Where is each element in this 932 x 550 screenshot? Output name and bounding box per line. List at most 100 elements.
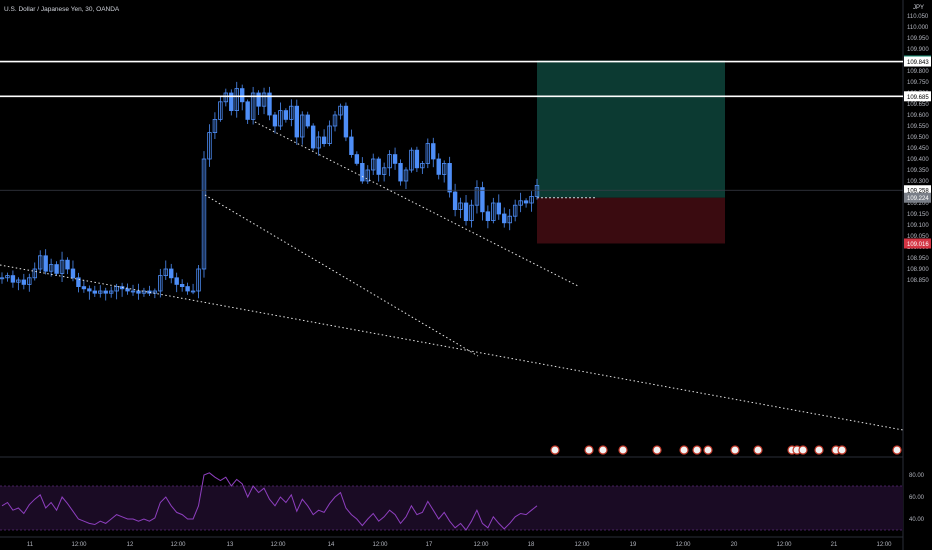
candle: [76, 272, 81, 293]
candle-body: [5, 275, 10, 279]
candle-body: [212, 119, 218, 134]
economic-event-icon[interactable]: [584, 445, 594, 455]
stop-zone[interactable]: [537, 197, 725, 244]
target-zone[interactable]: [537, 60, 725, 198]
candle-body: [174, 277, 179, 285]
candle: [59, 251, 65, 283]
candle: [403, 167, 409, 190]
candle-body: [327, 125, 332, 145]
candle: [360, 157, 365, 184]
candle: [218, 95, 223, 122]
price-label-text: 109.843: [907, 60, 929, 66]
economic-event-icon[interactable]: [730, 445, 740, 455]
trend-line[interactable]: [204, 194, 479, 357]
candle-body: [469, 204, 474, 221]
candle-body: [21, 279, 27, 285]
candle: [92, 285, 98, 297]
candle-body: [245, 101, 250, 120]
symbol-title: U.S. Dollar / Japanese Yen, 30, OANDA: [4, 6, 120, 13]
candle: [425, 138, 431, 169]
candle: [414, 146, 420, 173]
candle: [305, 111, 310, 129]
candle-body: [87, 288, 92, 292]
candle-body: [48, 264, 54, 272]
candle: [398, 159, 403, 186]
candle: [256, 90, 261, 115]
currency-label: JPY: [913, 5, 925, 11]
candle: [114, 283, 119, 300]
candle: [387, 150, 392, 177]
candle-body: [218, 101, 223, 120]
candle: [441, 160, 447, 183]
candle: [54, 261, 59, 276]
candle-body: [43, 255, 48, 272]
economic-event-icon[interactable]: [703, 445, 713, 455]
time-tick-label: 12:00: [71, 542, 87, 548]
candle-body: [240, 88, 245, 103]
candle: [108, 286, 114, 298]
candle-body: [452, 191, 458, 211]
candle-body: [223, 92, 229, 103]
price-tick-label: 108.950: [907, 256, 929, 262]
price-label-current: 109.258: [904, 185, 931, 196]
economic-event-icon[interactable]: [892, 445, 902, 455]
price-label-text: 109.016: [907, 242, 929, 248]
candle: [354, 151, 360, 166]
candle: [381, 162, 387, 182]
candle: [158, 268, 163, 298]
price-label-text: 109.258: [907, 189, 929, 195]
economic-event-icon[interactable]: [814, 445, 824, 455]
candle: [343, 102, 349, 142]
candle: [420, 161, 425, 174]
price-label-level: 109.843: [904, 56, 931, 67]
candle-body: [502, 213, 507, 224]
economic-event-icon[interactable]: [679, 445, 689, 455]
candle-body: [496, 202, 501, 215]
candle: [502, 207, 507, 228]
candle-body: [38, 255, 43, 270]
candle: [534, 178, 540, 200]
candle-body: [32, 268, 37, 279]
price-tick-label: 110.000: [907, 25, 929, 31]
candle-body: [463, 202, 469, 222]
candle-body: [283, 110, 289, 120]
candle: [365, 165, 370, 184]
candle-body: [98, 290, 103, 294]
price-tick-label: 109.300: [907, 179, 929, 185]
candle: [278, 102, 283, 130]
time-tick-label: 12:00: [372, 542, 388, 548]
price-tick-label: 109.550: [907, 124, 929, 130]
time-tick-label: 21: [831, 542, 838, 548]
economic-event-icon[interactable]: [598, 445, 608, 455]
candle: [480, 181, 485, 221]
time-tick-label: 18: [528, 542, 535, 548]
economic-event-icon[interactable]: [837, 445, 847, 455]
price-label-level: 109.685: [904, 91, 931, 102]
candle-body: [436, 158, 441, 175]
time-tick-label: 12:00: [876, 542, 892, 548]
price-label-entry: 109.224: [904, 192, 931, 203]
candle: [327, 120, 332, 147]
candle: [21, 273, 27, 290]
trend-line[interactable]: [0, 264, 904, 431]
candle: [185, 282, 190, 295]
candle-body: [229, 92, 234, 112]
candle-body: [447, 162, 452, 193]
economic-event-icon[interactable]: [692, 445, 702, 455]
economic-event-icon[interactable]: [753, 445, 763, 455]
trend-line[interactable]: [254, 121, 579, 287]
economic-event-icon[interactable]: [652, 445, 662, 455]
candle: [310, 123, 316, 151]
candle-body: [485, 211, 491, 222]
candle-body: [354, 154, 360, 164]
candle-body: [512, 204, 518, 217]
economic-event-icon[interactable]: [550, 445, 560, 455]
economic-event-icon[interactable]: [798, 445, 808, 455]
rsi-tick-label: 80.00: [909, 473, 925, 479]
candle-body: [76, 277, 81, 287]
candle: [272, 111, 278, 134]
price-tick-label: 109.100: [907, 223, 929, 229]
candle: [179, 279, 185, 292]
economic-event-icon[interactable]: [618, 445, 628, 455]
